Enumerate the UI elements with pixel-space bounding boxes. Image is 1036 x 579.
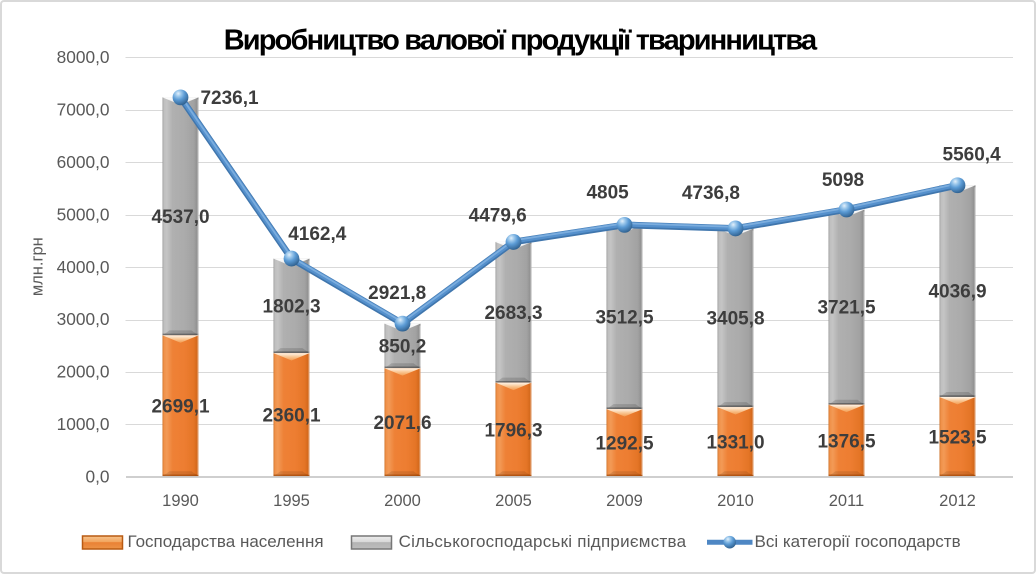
svg-text:2683,3: 2683,3: [484, 303, 542, 324]
svg-text:1802,3: 1802,3: [262, 296, 320, 317]
svg-text:0,0: 0,0: [85, 467, 109, 487]
svg-text:5560,4: 5560,4: [943, 145, 1002, 166]
svg-text:4479,6: 4479,6: [469, 206, 527, 227]
svg-text:3721,5: 3721,5: [817, 298, 876, 319]
svg-text:7236,1: 7236,1: [200, 88, 259, 109]
svg-text:4036,9: 4036,9: [928, 282, 986, 303]
svg-text:1990: 1990: [162, 492, 199, 510]
svg-text:7000,0: 7000,0: [57, 100, 110, 120]
svg-text:1796,3: 1796,3: [484, 420, 542, 441]
svg-text:2071,6: 2071,6: [373, 413, 431, 434]
svg-text:1000,0: 1000,0: [57, 414, 110, 434]
svg-text:2000: 2000: [384, 492, 421, 510]
svg-text:5098: 5098: [822, 170, 864, 191]
svg-text:5000,0: 5000,0: [57, 204, 110, 224]
svg-text:1292,5: 1292,5: [595, 434, 654, 455]
svg-text:1376,5: 1376,5: [817, 431, 876, 452]
svg-text:2011: 2011: [829, 492, 864, 510]
svg-text:2699,1: 2699,1: [151, 397, 210, 418]
svg-text:2000,0: 2000,0: [57, 362, 110, 382]
svg-text:6000,0: 6000,0: [57, 152, 110, 172]
svg-text:2360,1: 2360,1: [262, 406, 321, 427]
svg-text:2921,8: 2921,8: [368, 283, 426, 304]
svg-text:3000,0: 3000,0: [57, 309, 110, 329]
svg-text:Виробництво валової продукції: Виробництво валової продукції тваринницт…: [224, 24, 818, 56]
svg-text:2012: 2012: [939, 492, 976, 510]
svg-text:Сільськогосподарські підприємс: Сільськогосподарські підприємства: [399, 532, 687, 551]
svg-text:1331,0: 1331,0: [706, 433, 764, 454]
svg-text:4537,0: 4537,0: [151, 207, 209, 228]
svg-text:3405,8: 3405,8: [706, 308, 764, 329]
svg-text:2005: 2005: [495, 492, 532, 510]
svg-text:Всі категорії госоподарств: Всі категорії госоподарств: [755, 532, 961, 551]
svg-text:850,2: 850,2: [379, 337, 427, 358]
svg-text:2010: 2010: [717, 492, 754, 510]
svg-text:1995: 1995: [273, 492, 310, 510]
svg-text:Господарства населення: Господарства населення: [128, 532, 324, 551]
svg-text:4000,0: 4000,0: [57, 257, 110, 277]
svg-text:4736,8: 4736,8: [682, 183, 740, 204]
svg-text:млн.грн: млн.грн: [29, 237, 47, 296]
svg-text:8000,0: 8000,0: [57, 47, 110, 67]
svg-text:1523,5: 1523,5: [928, 428, 987, 449]
svg-text:2009: 2009: [606, 492, 643, 510]
svg-text:4805: 4805: [586, 183, 629, 204]
svg-text:3512,5: 3512,5: [595, 308, 654, 329]
svg-text:4162,4: 4162,4: [288, 224, 347, 245]
